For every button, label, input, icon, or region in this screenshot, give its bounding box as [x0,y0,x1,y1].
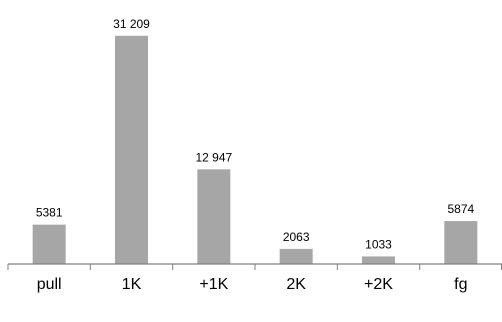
x-tick-label: +2K [364,276,393,293]
data-label: 31 209 [113,17,150,31]
data-label: 5874 [447,202,474,216]
x-axis-tick-labels-group: pull 1K +1K 2K +2K fg [37,276,468,293]
data-label: 5381 [36,206,63,220]
bar-fg [444,221,478,264]
x-tick-label: pull [37,276,62,293]
data-label: 12 947 [195,150,232,164]
bar-plus-2k [362,256,395,264]
x-tick-label: +1K [199,276,228,293]
data-label: 1033 [365,237,392,251]
bar-1k [115,35,148,265]
bar-plus-1k [197,169,231,264]
bar-2k [279,248,313,264]
x-tick-label: 1K [122,276,142,293]
x-tick-label: 2K [286,276,306,293]
x-tick-label: fg [454,276,467,293]
x-axis-ticks-group [7,264,502,270]
data-label: 2063 [283,230,310,244]
bar-pull [32,224,66,264]
bars-group [32,35,478,265]
data-labels-group: 5381 31 209 12 947 2063 1033 5874 [36,17,475,252]
